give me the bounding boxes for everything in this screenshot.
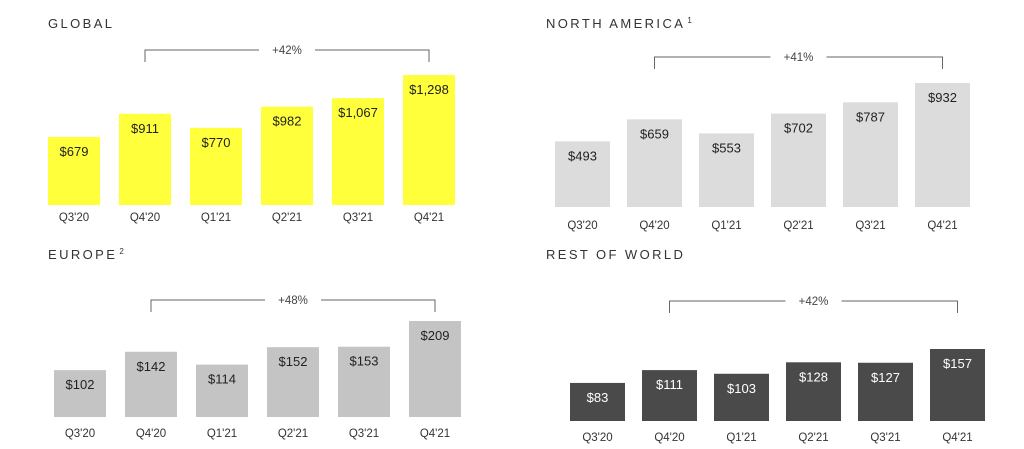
bar-value-label: $553 [712,140,741,155]
bar-value-label: $1,298 [409,82,449,97]
x-tick-label: Q2'21 [798,432,828,444]
bar-value-label: $114 [208,372,236,387]
bar-value-label: $128 [799,369,828,384]
growth-label: +42% [799,296,829,308]
bar-value-label: $83 [587,390,609,405]
bar [261,106,313,205]
bar [332,98,384,205]
bar [714,373,769,421]
bar [699,133,754,207]
x-tick-label: Q4'21 [942,432,972,444]
x-tick-label: Q3'21 [343,212,373,224]
bar [570,382,625,421]
growth-bracket [654,56,943,69]
bar-value-label: $702 [784,121,813,136]
growth-label: +41% [784,52,814,64]
bar [119,113,171,205]
bar-value-label: $493 [568,148,597,163]
bar [555,141,610,207]
x-tick-label: Q4'20 [130,212,160,224]
bar-value-label: $1,067 [338,105,378,120]
bar-value-label: $102 [66,377,95,392]
bar [125,351,177,417]
bar-value-label: $932 [928,90,957,105]
bar [267,347,319,417]
x-tick-label: Q4'20 [136,428,166,440]
bar [930,349,985,421]
bar [403,75,455,205]
growth-bracket [150,299,436,312]
chart-panel-north-america: NORTH AMERICA 1 $493 Q3'20 $659 Q4'20 $553 Q1'… [546,16,986,232]
chart-title: NORTH AMERICA 1 [546,16,692,31]
x-tick-label: Q3'20 [65,428,95,440]
bar [642,370,697,421]
bar-chart-global: $679 Q3'20 $911 Q4'20 $770 Q1'21 $982 Q2'21 $1,0… [48,45,455,224]
x-tick-label: Q3'20 [582,432,612,444]
bar [338,346,390,417]
x-tick-label: Q3'21 [349,428,379,440]
bar-chart-rest-of-world: $83 Q3'20 $111 Q4'20 $103 Q1'21 $128 Q2'21 $127 Q… [570,296,985,444]
bar [627,119,682,207]
bar-value-label: $157 [943,356,972,371]
bar [915,83,970,207]
x-tick-label: Q1'21 [201,212,231,224]
bar-value-label: $103 [727,381,756,396]
bar [409,321,461,417]
chart-panel-rest-of-world: REST OF WORLD $83 Q3'20 $111 Q4'20 $103 Q1'21… [546,247,986,449]
bar-value-label: $152 [279,354,308,369]
bar [786,362,841,421]
bar-value-label: $127 [871,370,900,385]
bar [771,113,826,207]
x-tick-label: Q4'21 [414,212,444,224]
x-tick-label: Q4'21 [420,428,450,440]
x-tick-label: Q3'21 [855,220,885,232]
growth-bracket [669,300,958,313]
bar [843,102,898,207]
bar [54,370,106,417]
bar-value-label: $209 [421,328,450,343]
growth-label: +42% [272,45,302,57]
growth-bracket [144,49,430,62]
x-tick-label: Q1'21 [711,220,741,232]
bar [48,136,100,205]
bar-value-label: $153 [350,354,379,369]
x-tick-label: Q2'21 [272,212,302,224]
x-tick-label: Q3'20 [567,220,597,232]
x-tick-label: Q3'20 [59,212,89,224]
x-tick-label: Q4'21 [927,220,957,232]
x-tick-label: Q2'21 [278,428,308,440]
x-tick-label: Q4'20 [639,220,669,232]
x-tick-label: Q4'20 [654,432,684,444]
growth-label: +48% [278,295,308,307]
chart-title: EUROPE 2 [48,247,124,262]
bar-value-label: $770 [202,135,231,150]
bar-chart-europe: $102 Q3'20 $142 Q4'20 $114 Q1'21 $152 Q2'21 $153… [54,295,461,440]
x-tick-label: Q1'21 [726,432,756,444]
chart-panel-global: GLOBAL $679 Q3'20 $911 Q4'20 $770 Q1'21 $982 Q2… [48,16,473,231]
chart-title: GLOBAL [48,16,115,31]
bar-chart-north-america: $493 Q3'20 $659 Q4'20 $553 Q1'21 $702 Q2'21 $787… [555,52,970,232]
bar-value-label: $679 [60,144,89,159]
bar [196,364,248,417]
bar-value-label: $111 [656,377,683,392]
bar [190,127,242,205]
x-tick-label: Q2'21 [783,220,813,232]
x-tick-label: Q3'21 [870,432,900,444]
bar-value-label: $911 [131,121,159,136]
bar [858,362,913,421]
bar-value-label: $142 [137,359,166,374]
bar-value-label: $659 [640,126,669,141]
bar-value-label: $982 [273,114,302,129]
bar-value-label: $787 [856,109,885,124]
chart-panel-europe: EUROPE 2 $102 Q3'20 $142 Q4'20 $114 Q1'21 $152 Q… [48,247,473,449]
x-tick-label: Q1'21 [207,428,237,440]
chart-title: REST OF WORLD [546,247,686,262]
